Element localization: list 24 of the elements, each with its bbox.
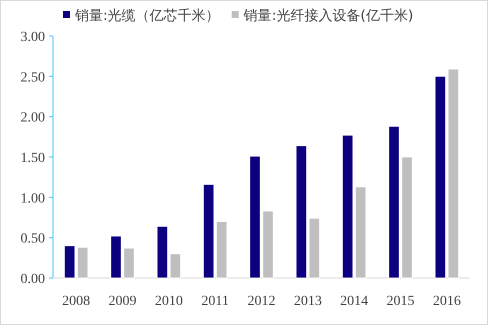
- y-tick-label: 2.50: [20, 70, 45, 86]
- y-tick-label: 1.50: [20, 151, 45, 166]
- x-tick-label: 2011: [201, 294, 229, 309]
- x-tick-label: 2008: [62, 294, 90, 309]
- y-tick-label: 3.00: [20, 30, 45, 45]
- bar: [123, 248, 135, 278]
- y-tick-label: 0.00: [20, 272, 45, 287]
- x-tick-label: 2014: [340, 294, 368, 309]
- x-tick-label: 2016: [432, 294, 461, 309]
- x-tick-label: 2013: [294, 294, 322, 309]
- y-tick-label: 2.00: [20, 110, 45, 126]
- x-tick-label: 2015: [386, 294, 414, 309]
- bar: [249, 156, 261, 278]
- x-tick-label: 2012: [248, 294, 276, 309]
- legend-label: 销量:光纤接入设备(亿千米): [242, 8, 414, 24]
- bar: [401, 156, 413, 278]
- x-tick-label: 2010: [154, 294, 183, 309]
- x-tick-label: 2009: [108, 294, 136, 309]
- legend-label: 销量:光缆（亿芯千米）: [74, 8, 220, 24]
- y-tick-label: 0.50: [20, 232, 45, 247]
- bar: [110, 236, 122, 278]
- bar: [388, 126, 400, 278]
- y-tick-label: 1.00: [20, 191, 45, 206]
- bar: [262, 210, 274, 278]
